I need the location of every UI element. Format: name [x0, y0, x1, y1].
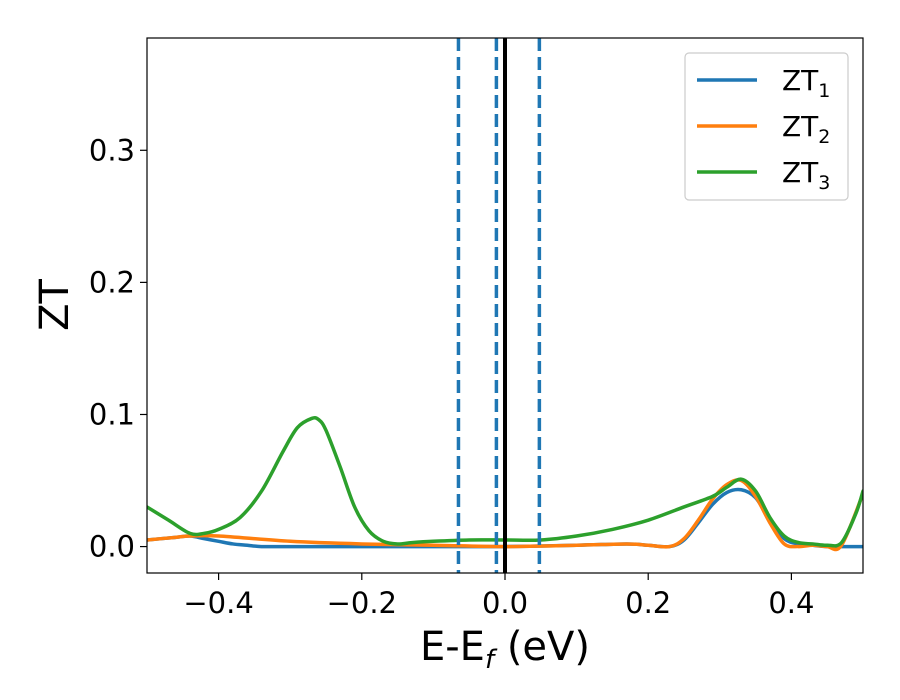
x-tick-label: 0.2: [625, 586, 671, 620]
x-tick-label: −0.4: [183, 586, 253, 620]
legend-box: [684, 52, 849, 201]
y-axis-label: ZT: [32, 279, 78, 331]
series-line-2: [147, 478, 863, 552]
x-tick-label: 0.0: [482, 586, 528, 620]
plot-area: [146, 37, 864, 574]
x-tick-label: −0.2: [327, 586, 397, 620]
legend-label-2: ZT2: [782, 110, 830, 148]
y-tick-label: 0.0: [89, 530, 135, 564]
x-tick-label: 0.4: [768, 586, 814, 620]
plot-inner: [147, 38, 863, 573]
legend-label-1: ZT1: [782, 64, 830, 102]
legend: ZT1 ZT2 ZT3: [684, 52, 849, 201]
y-tick-label: 0.3: [89, 133, 135, 167]
y-tick-label: 0.2: [89, 265, 135, 299]
series-line-3: [147, 416, 863, 548]
axis-ticks: −0.4 −0.2 0.0 0.2 0.4 0.0 0.1 0.2 0.3: [89, 133, 815, 620]
x-axis-label: E-Ef (eV): [420, 624, 590, 675]
y-tick-label: 0.1: [89, 397, 135, 431]
legend-label-3: ZT3: [782, 156, 830, 194]
